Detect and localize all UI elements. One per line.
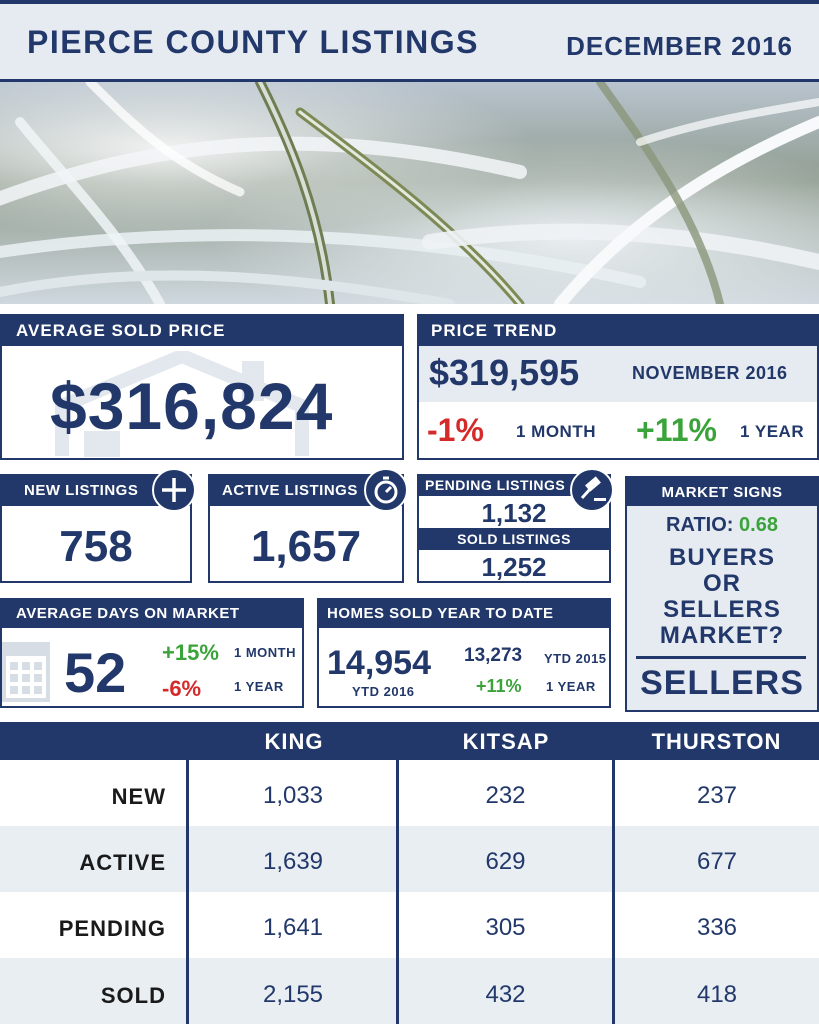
cell-thurston-new: 237 — [696, 782, 738, 809]
cell-king-pending: 1,641 — [262, 914, 324, 941]
table-row — [0, 826, 819, 892]
cell-kitsap-new: 232 — [485, 782, 526, 809]
ytd-prev-label: YTD 2015 — [544, 651, 607, 666]
row-label-active: ACTIVE — [79, 850, 166, 875]
days-on-market-header: AVERAGE DAYS ON MARKET — [0, 598, 304, 628]
frost-grass-illustration — [0, 82, 819, 304]
table-row — [0, 958, 819, 1024]
price-trend-label: PRICE TREND — [431, 321, 558, 340]
sold-listings-header: SOLD LISTINGS — [417, 528, 611, 550]
days-on-market-month-label: 1 MONTH — [234, 645, 296, 660]
cell-thurston-sold: 418 — [696, 981, 738, 1008]
market-divider — [636, 656, 806, 659]
price-trend-value: $319,595 — [429, 352, 580, 393]
row-label-sold: SOLD — [100, 983, 166, 1008]
days-on-market-value: 52 — [64, 641, 127, 704]
row-label-new: NEW — [111, 784, 166, 809]
cell-king-active: 1,639 — [262, 848, 324, 875]
avg-sold-price-value: $316,824 — [50, 369, 334, 443]
ytd-value-label: YTD 2016 — [352, 684, 415, 699]
cell-kitsap-pending: 305 — [485, 914, 526, 941]
pending-listings-value: 1,132 — [481, 498, 547, 528]
table-divider — [396, 760, 399, 1024]
new-listings-label: NEW LISTINGS — [24, 482, 139, 499]
ytd-change-label: 1 YEAR — [546, 679, 596, 694]
days-on-market-year-label: 1 YEAR — [234, 679, 284, 694]
price-trend-band — [419, 346, 817, 402]
cell-thurston-active: 677 — [696, 848, 738, 875]
pending-listings-header: PENDING LISTINGS — [417, 474, 611, 496]
market-question-line-1: BUYERS — [668, 544, 776, 571]
cell-kitsap-active: 629 — [485, 848, 526, 875]
calendar-icon — [2, 642, 50, 702]
ytd-header: HOMES SOLD YEAR TO DATE — [317, 598, 611, 628]
cell-king-new: 1,033 — [262, 782, 324, 809]
table-divider — [186, 760, 189, 1024]
gavel-icon — [570, 468, 614, 512]
market-question-line-3: SELLERS — [663, 596, 781, 623]
market-signs-header: MARKET SIGNS — [627, 478, 817, 506]
price-trend-year-change: +11% — [636, 412, 717, 448]
frosted-grass-photo — [0, 82, 819, 304]
house-icon — [55, 351, 309, 457]
market-question: BUYERS OR SELLERS MARKET? — [625, 545, 819, 649]
price-trend-month-label: 1 MONTH — [516, 422, 596, 441]
sold-listings-value: 1,252 — [481, 552, 547, 582]
ytd-value: 14,954 — [327, 644, 431, 682]
market-ratio: RATIO: 0.68 — [625, 514, 819, 537]
price-trend-year-label: 1 YEAR — [740, 422, 805, 441]
cell-kitsap-sold: 432 — [485, 981, 526, 1008]
market-signs-box — [625, 476, 819, 712]
market-answer: SELLERS — [640, 664, 804, 702]
column-header-king: KING — [264, 729, 324, 754]
ytd-prev-value: 13,273 — [464, 645, 523, 666]
table-divider — [612, 760, 615, 1024]
stopwatch-icon — [364, 468, 408, 512]
market-ratio-label: RATIO: — [666, 514, 734, 536]
market-ratio-value: 0.68 — [739, 514, 778, 536]
days-on-market-label: AVERAGE DAYS ON MARKET — [16, 605, 240, 622]
pending-listings-label: PENDING LISTINGS — [425, 477, 566, 493]
column-header-thurston: THURSTON — [651, 729, 782, 754]
report-date: DECEMBER 2016 — [566, 31, 793, 61]
price-trend-month-change: -1% — [427, 412, 484, 448]
active-listings-value: 1,657 — [250, 522, 362, 571]
ytd-label: HOMES SOLD YEAR TO DATE — [327, 605, 554, 622]
header: PIERCE COUNTY LISTINGS DECEMBER 2016 — [0, 0, 819, 82]
days-on-market-year-change: -6% — [162, 676, 202, 701]
days-on-market-month-change: +15% — [162, 640, 219, 665]
market-question-line-4: MARKET? — [659, 622, 785, 649]
market-question-line-2: OR — [703, 570, 741, 597]
page-title: PIERCE COUNTY LISTINGS — [27, 24, 480, 60]
active-listings-label: ACTIVE LISTINGS — [222, 482, 358, 499]
cell-king-sold: 2,155 — [262, 981, 324, 1008]
price-trend-header: PRICE TREND — [417, 314, 819, 346]
cell-thurston-pending: 336 — [696, 914, 738, 941]
market-signs-label: MARKET SIGNS — [661, 484, 783, 501]
avg-sold-price-header: AVERAGE SOLD PRICE — [0, 314, 404, 346]
row-label-pending: PENDING — [58, 916, 166, 941]
plus-icon — [152, 468, 196, 512]
column-header-kitsap: KITSAP — [462, 729, 550, 754]
avg-sold-price-label: AVERAGE SOLD PRICE — [16, 321, 226, 340]
price-trend-period: NOVEMBER 2016 — [632, 363, 788, 383]
sold-listings-label: SOLD LISTINGS — [457, 531, 571, 547]
table-header — [0, 722, 819, 760]
ytd-change: +11% — [476, 676, 522, 696]
new-listings-value: 758 — [59, 522, 133, 571]
